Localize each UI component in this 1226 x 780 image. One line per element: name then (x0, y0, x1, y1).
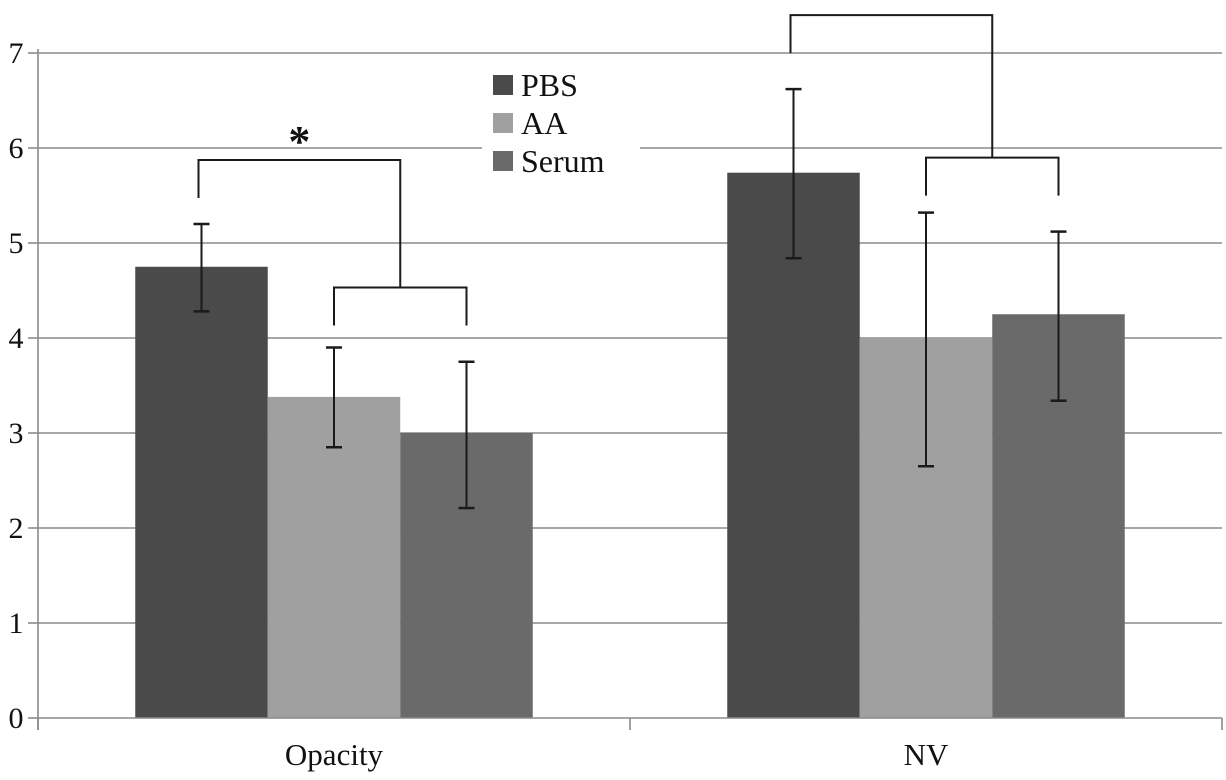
y-tick-label: 6 (9, 132, 24, 165)
bar-pbs-opacity (135, 266, 268, 718)
legend-swatch-aa (493, 113, 513, 133)
category-labels: Opacity NV (285, 737, 949, 772)
error-bars (193, 87, 1067, 510)
category-label: NV (904, 737, 949, 772)
bracket-aa-serum (333, 286, 468, 326)
bar-aa-opacity (267, 396, 401, 718)
y-tick-label: 0 (9, 702, 24, 735)
bars (135, 172, 1125, 718)
y-tick-label: 7 (9, 37, 24, 70)
legend-label-serum: Serum (521, 143, 605, 179)
legend-label-aa: AA (521, 105, 567, 141)
category-label: Opacity (285, 737, 384, 772)
bracket-aa-serum (925, 156, 1060, 196)
y-tick-labels: 0 1 2 3 4 5 6 7 (9, 37, 24, 735)
bar-pbs-nv (727, 172, 860, 718)
significance-star: * (288, 117, 310, 166)
y-tick-label: 1 (9, 607, 24, 640)
y-tick-label: 2 (9, 512, 24, 545)
y-tick-label: 5 (9, 227, 24, 260)
legend-label-pbs: PBS (521, 67, 578, 103)
legend-swatch-serum (493, 151, 513, 171)
y-tick-label: 4 (9, 322, 24, 355)
axes (28, 49, 1223, 730)
significance-star: * (880, 0, 902, 21)
y-tick-label: 3 (9, 417, 24, 450)
bracket-pbs (789, 14, 994, 158)
legend-swatch-pbs (493, 75, 513, 95)
significance-brackets: ** (197, 0, 1060, 326)
bracket-pbs (197, 159, 402, 288)
